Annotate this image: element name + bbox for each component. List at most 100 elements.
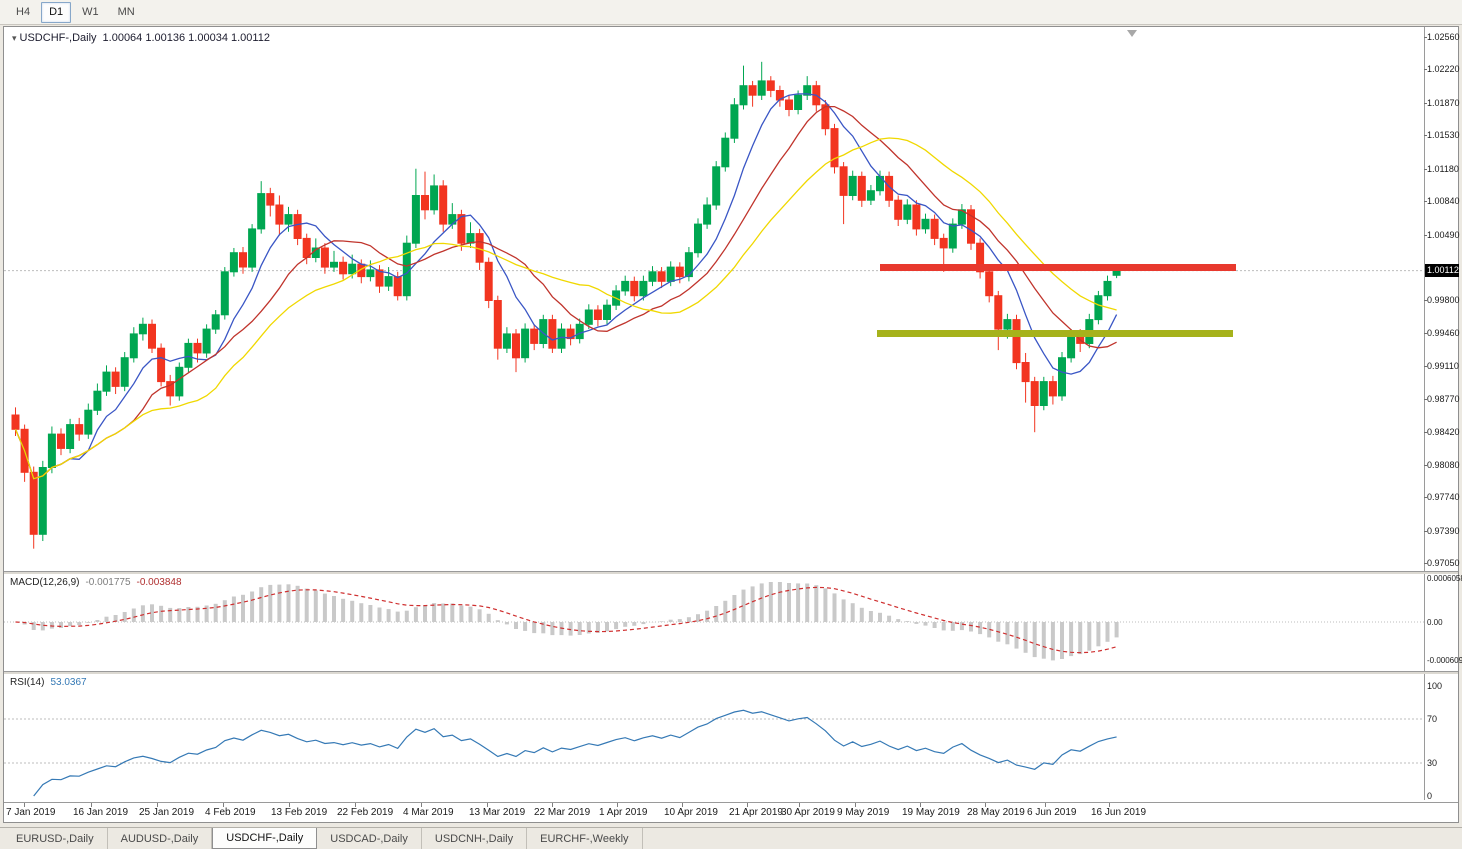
time-axis-label: 10 Apr 2019: [664, 807, 718, 818]
rsi-axis-label: 100: [1427, 681, 1443, 691]
chart-tab-usdcnh-daily[interactable]: USDCNH-,Daily: [422, 828, 528, 849]
price-axis-label: 1.01530: [1427, 130, 1460, 140]
price-tick: [1424, 399, 1427, 400]
chart-tab-audusd-daily[interactable]: AUDUSD-,Daily: [108, 828, 213, 849]
price-chart-canvas[interactable]: [4, 27, 1424, 571]
price-axis-label: 1.01870: [1427, 98, 1460, 108]
rsi-pane[interactable]: RSI(14) 53.0367: [4, 674, 1424, 800]
rsi-axis[interactable]: 100 70 30 0: [1424, 674, 1458, 801]
time-axis-label: 25 Jan 2019: [139, 807, 195, 818]
price-axis-label: 0.98770: [1427, 394, 1460, 404]
time-axis-label: 9 May 2019: [837, 807, 890, 818]
time-axis[interactable]: 7 Jan 2019 16 Jan 2019 25 Jan 2019 4 Feb 20…: [4, 802, 1458, 822]
timeframe-button-d1[interactable]: D1: [41, 1, 72, 23]
rsi-axis-label: 0: [1427, 791, 1433, 801]
price-axis-label: 1.00490: [1427, 230, 1460, 240]
time-tick: [747, 803, 748, 807]
time-tick: [487, 803, 488, 807]
chart-shift-marker-icon: [1127, 30, 1137, 37]
macd-axis-label: -0.0006096: [1427, 656, 1462, 665]
symbol-marker-icon: ▾: [12, 33, 17, 43]
price-tick: [1424, 37, 1427, 38]
macd-pane[interactable]: MACD(12,26,9) -0.001775 -0.003848: [4, 574, 1424, 671]
time-tick: [24, 803, 25, 807]
macd-histogram: [22, 582, 1119, 661]
rsi-axis-label: 30: [1427, 758, 1438, 768]
time-axis-label: 21 Apr 2019: [729, 807, 783, 818]
price-axis-label: 0.99460: [1427, 328, 1460, 338]
time-axis-label: 6 Jun 2019: [1027, 807, 1077, 818]
price-axis-label: 1.02220: [1427, 64, 1460, 74]
macd-signal-line: [15, 586, 1117, 654]
time-axis-label: 13 Feb 2019: [271, 807, 328, 818]
chart-tab-usdcad-daily[interactable]: USDCAD-,Daily: [317, 828, 422, 849]
macd-canvas[interactable]: [4, 574, 1424, 671]
time-tick: [920, 803, 921, 807]
price-axis-label: 0.99110: [1427, 361, 1459, 371]
time-axis-label: 22 Feb 2019: [337, 807, 394, 818]
chart-tab-usdchf-daily[interactable]: USDCHF-,Daily: [212, 828, 318, 849]
time-axis-label: 4 Feb 2019: [205, 807, 256, 818]
price-axis-label: 0.99800: [1427, 295, 1460, 305]
macd-signal-value: -0.003848: [136, 577, 182, 588]
rsi-canvas[interactable]: [4, 674, 1424, 800]
price-axis-label: 0.97740: [1427, 492, 1460, 502]
rsi-label: RSI(14) 53.0367: [10, 677, 87, 688]
chart-title: USDCHF-,Daily: [19, 32, 97, 44]
chart-tab-bar: EURUSD-,Daily AUDUSD-,Daily USDCHF-,Daily U…: [0, 827, 1462, 849]
price-axis-label: 0.97050: [1427, 558, 1460, 568]
price-axis-label: 0.98080: [1427, 460, 1460, 470]
price-axis-label: 0.98420: [1427, 427, 1460, 437]
time-tick: [157, 803, 158, 807]
price-tick: [1424, 465, 1427, 466]
price-tick: [1424, 300, 1427, 301]
time-axis-label: 4 Mar 2019: [403, 807, 454, 818]
pane-separator-macd[interactable]: [4, 571, 1458, 574]
support-zone-line[interactable]: [877, 330, 1233, 337]
time-tick: [421, 803, 422, 807]
price-tick: [1424, 531, 1427, 532]
current-price-tag: 1.00112: [1425, 264, 1459, 277]
price-tick: [1424, 201, 1427, 202]
price-axis-label: 1.02560: [1427, 32, 1460, 42]
resistance-zone-line[interactable]: [880, 264, 1236, 271]
timeframe-button-mn[interactable]: MN: [117, 6, 135, 18]
time-axis-label: 22 Mar 2019: [534, 807, 591, 818]
pane-separator-rsi[interactable]: [4, 671, 1458, 674]
price-axis-label: 1.01180: [1427, 164, 1459, 174]
time-tick: [91, 803, 92, 807]
price-axis[interactable]: 1.02560 1.02220 1.01870 1.01530 1.01180 1.008…: [1424, 27, 1460, 571]
time-axis-label: 16 Jan 2019: [73, 807, 129, 818]
rsi-axis-label: 70: [1427, 714, 1438, 724]
chart-tab-eurchf-weekly[interactable]: EURCHF-,Weekly: [527, 828, 643, 849]
time-tick: [355, 803, 356, 807]
price-tick: [1424, 497, 1427, 498]
ma-line-medium-red: [14, 105, 1117, 480]
macd-label: MACD(12,26,9) -0.001775 -0.003848: [10, 577, 182, 588]
time-axis-label: 7 Jan 2019: [6, 807, 56, 818]
timeframe-button-w1[interactable]: W1: [82, 6, 99, 18]
time-axis-label: 19 May 2019: [902, 807, 960, 818]
timeframe-button-h4[interactable]: H4: [16, 6, 31, 18]
macd-axis-label: 0.00: [1427, 618, 1443, 627]
price-tick: [1424, 169, 1427, 170]
price-chart-pane[interactable]: ▾ USDCHF-,Daily 1.00064 1.00136 1.00034 1.…: [4, 27, 1424, 571]
macd-main-value: -0.001775: [85, 577, 131, 588]
price-tick: [1424, 103, 1427, 104]
time-axis-label: 16 Jun 2019: [1091, 807, 1147, 818]
macd-axis-label: 0.0006058: [1427, 574, 1462, 583]
time-axis-label: 30 Apr 2019: [781, 807, 835, 818]
ma-line-fast-blue: [14, 93, 1118, 480]
price-tick: [1424, 235, 1427, 236]
time-tick: [552, 803, 553, 807]
chart-ohlc-values: 1.00064 1.00136 1.00034 1.00112: [102, 32, 270, 44]
chart-tab-eurusd-daily[interactable]: EURUSD-,Daily: [3, 828, 108, 849]
price-tick: [1424, 563, 1427, 564]
time-axis-label: 13 Mar 2019: [469, 807, 526, 818]
time-tick: [985, 803, 986, 807]
macd-axis[interactable]: 0.0006058 0.00 -0.0006096: [1424, 574, 1462, 671]
time-axis-label: 28 May 2019: [967, 807, 1025, 818]
ma-line-slow-yellow: [14, 137, 1117, 480]
time-tick: [799, 803, 800, 807]
